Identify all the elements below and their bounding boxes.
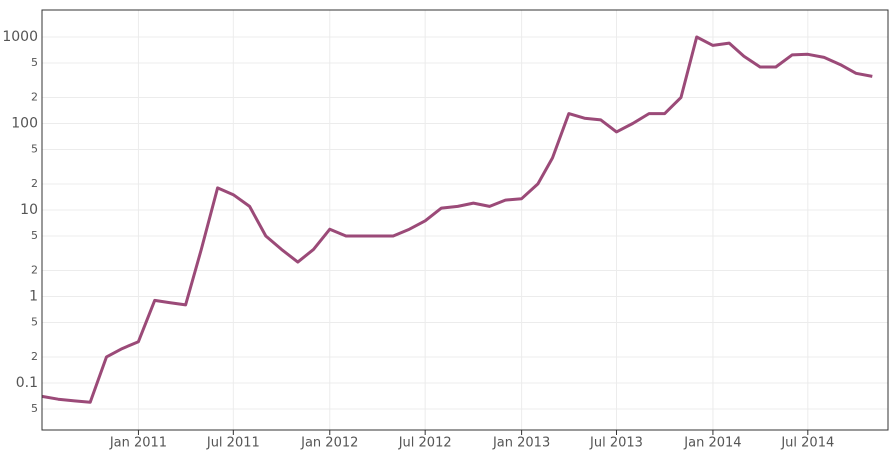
y-tick-label: 2 [31, 90, 38, 103]
y-tick-label: 5 [31, 402, 38, 415]
marks [41, 35, 873, 404]
y-tick-label: 1 [29, 288, 38, 304]
price-line [41, 35, 873, 404]
y-tick-label: 5 [31, 143, 38, 156]
y-tick-label: 5 [31, 229, 38, 242]
x-tick-label: Jan 2012 [300, 436, 358, 451]
y-tick-label: 2 [31, 177, 38, 190]
y-tick-label: 2 [31, 350, 38, 363]
plot-frame [41, 9, 889, 431]
y-tick-label: 1000 [2, 29, 38, 45]
x-tick-label: Jul 2014 [780, 436, 834, 451]
x-tick-label: Jul 2011 [206, 436, 260, 451]
grid [42, 10, 888, 430]
y-tick-label: 2 [31, 263, 38, 276]
x-tick-label: Jul 2012 [398, 436, 452, 451]
y-tick-label: 5 [31, 316, 38, 329]
x-tick-label: Jan 2013 [492, 436, 550, 451]
x-tick-label: Jan 2014 [683, 436, 741, 451]
y-tick-label: 100 [11, 115, 38, 131]
x-tick-label: Jul 2013 [589, 436, 643, 451]
y-tick-label: 10 [20, 202, 38, 218]
y-tick-label: 0.1 [16, 375, 38, 391]
x-tick-label: Jan 2011 [109, 436, 167, 451]
y-tick-label: 5 [31, 56, 38, 69]
